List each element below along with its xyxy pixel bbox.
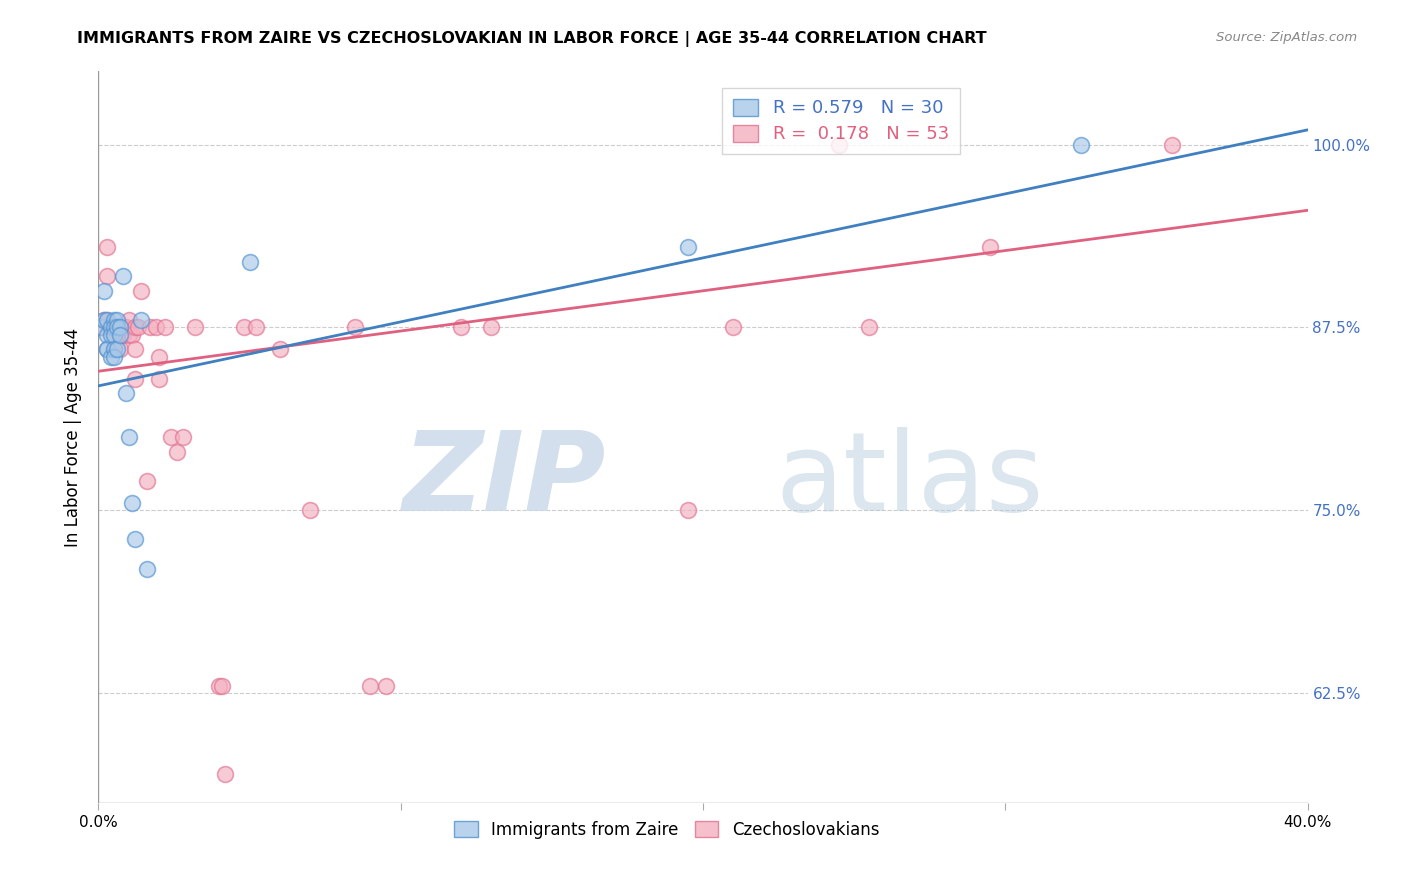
Point — [105, 343, 128, 357]
Point — [124, 371, 146, 385]
Point — [103, 320, 125, 334]
Point — [1070, 137, 1092, 152]
Point — [211, 679, 233, 693]
Point — [108, 343, 131, 357]
Point — [124, 320, 146, 334]
Point — [166, 444, 188, 458]
Point — [828, 137, 851, 152]
Point — [1160, 137, 1182, 152]
Legend: Immigrants from Zaire, Czechoslovakians: Immigrants from Zaire, Czechoslovakians — [447, 814, 886, 846]
Point — [96, 343, 118, 357]
Y-axis label: In Labor Force | Age 35-44: In Labor Force | Age 35-44 — [65, 327, 83, 547]
Point — [96, 313, 118, 327]
Point — [676, 240, 699, 254]
Point — [108, 320, 131, 334]
Point — [103, 320, 125, 334]
Point — [723, 320, 745, 334]
Point — [108, 320, 131, 334]
Point — [96, 313, 118, 327]
Text: atlas: atlas — [776, 427, 1045, 534]
Point — [105, 313, 128, 327]
Point — [299, 503, 322, 517]
Point — [269, 343, 291, 357]
Point — [90, 320, 112, 334]
Point — [118, 327, 141, 342]
Point — [111, 320, 134, 334]
Point — [239, 254, 262, 268]
Point — [103, 313, 125, 327]
Point — [124, 343, 146, 357]
Point — [148, 371, 170, 385]
Point — [93, 313, 115, 327]
Point — [100, 327, 122, 342]
Point — [103, 327, 125, 342]
Point — [360, 679, 382, 693]
Point — [121, 327, 143, 342]
Point — [214, 766, 236, 780]
Point — [139, 320, 162, 334]
Point — [124, 533, 146, 547]
Point — [858, 320, 880, 334]
Point — [100, 320, 122, 334]
Point — [103, 327, 125, 342]
Point — [676, 503, 699, 517]
Point — [121, 496, 143, 510]
Point — [135, 562, 157, 576]
Point — [184, 320, 207, 334]
Point — [111, 269, 134, 284]
Point — [374, 679, 396, 693]
Point — [93, 313, 115, 327]
Point — [129, 313, 152, 327]
Point — [108, 327, 131, 342]
Point — [153, 320, 176, 334]
Point — [103, 343, 125, 357]
Point — [96, 327, 118, 342]
Text: Source: ZipAtlas.com: Source: ZipAtlas.com — [1216, 31, 1357, 45]
Point — [96, 343, 118, 357]
Point — [90, 320, 112, 334]
Point — [148, 350, 170, 364]
Text: IMMIGRANTS FROM ZAIRE VS CZECHOSLOVAKIAN IN LABOR FORCE | AGE 35-44 CORRELATION : IMMIGRANTS FROM ZAIRE VS CZECHOSLOVAKIAN… — [77, 31, 987, 47]
Point — [114, 386, 136, 401]
Point — [129, 284, 152, 298]
Point — [127, 320, 149, 334]
Text: ZIP: ZIP — [402, 427, 606, 534]
Point — [100, 320, 122, 334]
Point — [96, 269, 118, 284]
Point — [93, 284, 115, 298]
Point — [481, 320, 503, 334]
Point — [105, 320, 128, 334]
Point — [160, 430, 183, 444]
Point — [245, 320, 267, 334]
Point — [135, 474, 157, 488]
Point — [118, 313, 141, 327]
Point — [100, 320, 122, 334]
Point — [344, 320, 367, 334]
Point — [96, 240, 118, 254]
Point — [145, 320, 167, 334]
Point — [103, 350, 125, 364]
Point — [105, 327, 128, 342]
Point — [172, 430, 194, 444]
Point — [208, 679, 231, 693]
Point — [232, 320, 254, 334]
Point — [105, 320, 128, 334]
Point — [103, 343, 125, 357]
Point — [111, 327, 134, 342]
Point — [114, 320, 136, 334]
Point — [118, 430, 141, 444]
Point — [450, 320, 472, 334]
Point — [100, 350, 122, 364]
Point — [979, 240, 1001, 254]
